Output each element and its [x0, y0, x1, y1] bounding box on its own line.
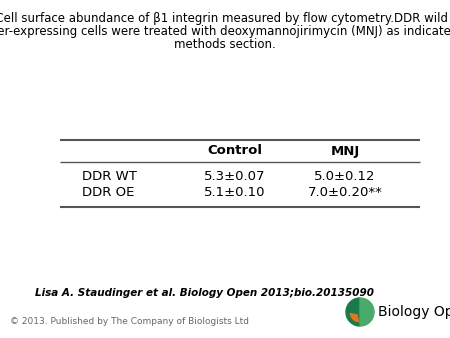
Text: Control: Control: [207, 145, 262, 158]
Text: Table 2. Cell surface abundance of β1 integrin measured by flow cytometry.DDR wi: Table 2. Cell surface abundance of β1 in…: [0, 12, 450, 25]
Polygon shape: [346, 298, 360, 326]
Text: MNJ: MNJ: [330, 145, 360, 158]
Text: 5.3±0.07: 5.3±0.07: [204, 169, 266, 183]
Text: © 2013. Published by The Company of Biologists Ltd: © 2013. Published by The Company of Biol…: [10, 317, 249, 326]
Text: 5.0±0.12: 5.0±0.12: [314, 169, 376, 183]
Polygon shape: [350, 314, 359, 322]
Text: 5.1±0.10: 5.1±0.10: [204, 187, 266, 199]
Text: DDR OE: DDR OE: [82, 187, 135, 199]
Text: Biology Open: Biology Open: [378, 305, 450, 319]
Text: DDR WT: DDR WT: [82, 169, 137, 183]
Text: Lisa A. Staudinger et al. Biology Open 2013;bio.20135090: Lisa A. Staudinger et al. Biology Open 2…: [35, 288, 374, 298]
Polygon shape: [360, 298, 374, 326]
Text: 7.0±0.20**: 7.0±0.20**: [307, 187, 382, 199]
Text: DDR over-expressing cells were treated with deoxymannojirimycin (MNJ) as indicat: DDR over-expressing cells were treated w…: [0, 25, 450, 38]
Text: methods section.: methods section.: [174, 38, 276, 51]
